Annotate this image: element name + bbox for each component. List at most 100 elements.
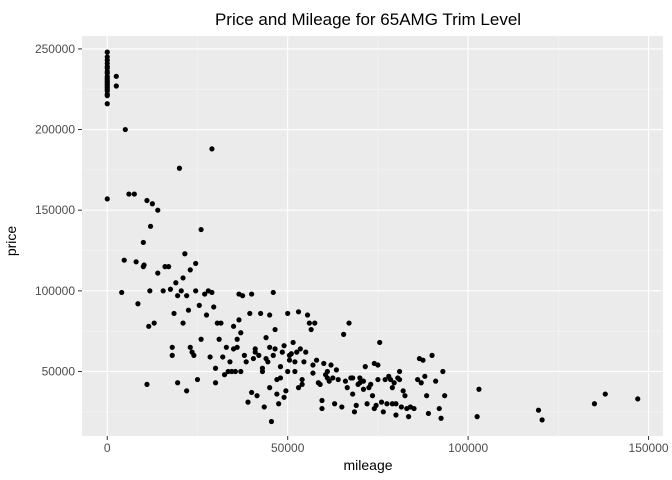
data-point — [339, 404, 345, 410]
data-point — [402, 393, 408, 399]
data-point — [319, 405, 325, 412]
data-point — [391, 380, 397, 386]
y-tick-label: 100000 — [35, 284, 75, 298]
data-point — [442, 393, 448, 399]
data-point — [324, 368, 330, 375]
data-point — [250, 355, 257, 362]
data-point — [261, 404, 267, 410]
data-point — [182, 251, 188, 257]
data-point — [294, 349, 300, 355]
data-point — [405, 414, 412, 420]
data-point — [635, 396, 641, 402]
data-point — [292, 368, 298, 375]
data-point — [281, 343, 287, 349]
data-point — [212, 365, 219, 371]
data-point — [306, 320, 312, 326]
data-point — [149, 201, 155, 207]
data-point — [259, 368, 266, 375]
data-point — [236, 317, 242, 323]
data-point — [238, 330, 244, 336]
data-point — [229, 368, 235, 375]
y-tick-label: 50000 — [42, 364, 76, 378]
data-point — [187, 267, 193, 273]
data-point — [288, 351, 294, 357]
data-point — [104, 101, 110, 107]
data-point — [193, 288, 199, 294]
data-point — [144, 381, 150, 387]
data-point — [335, 376, 341, 383]
data-point — [375, 376, 381, 383]
data-point — [198, 226, 204, 233]
data-point — [539, 417, 545, 423]
data-point — [591, 401, 598, 407]
data-point — [351, 409, 358, 415]
data-point — [196, 302, 202, 308]
data-point — [176, 165, 183, 171]
data-point — [216, 336, 222, 342]
data-point — [207, 354, 213, 360]
data-point — [346, 320, 352, 326]
data-point — [602, 391, 608, 397]
data-point — [267, 312, 273, 318]
data-point — [310, 370, 316, 376]
data-point — [267, 385, 273, 391]
data-point — [218, 320, 224, 326]
data-point — [360, 378, 367, 384]
data-point — [295, 309, 302, 315]
data-point — [151, 320, 157, 326]
data-point — [160, 288, 166, 294]
data-point — [147, 223, 154, 229]
data-point — [317, 381, 323, 387]
data-point — [277, 375, 284, 381]
data-point — [162, 264, 168, 270]
data-point — [155, 207, 161, 213]
data-point — [203, 312, 210, 318]
data-point — [245, 399, 251, 405]
data-point — [387, 376, 394, 383]
data-point — [326, 378, 332, 384]
data-point — [299, 381, 305, 387]
data-point — [535, 407, 542, 413]
data-point — [396, 376, 403, 383]
data-point — [169, 344, 175, 350]
data-point — [369, 393, 376, 399]
data-point — [254, 393, 260, 399]
data-point — [276, 401, 282, 407]
data-points — [104, 49, 641, 425]
data-point — [270, 289, 276, 296]
x-tick-label: 0 — [104, 441, 111, 455]
data-point — [301, 359, 307, 365]
data-point — [232, 368, 238, 375]
data-point — [252, 346, 258, 352]
data-point — [258, 310, 264, 317]
chart-title: Price and Mileage for 65AMG Trim Level — [215, 10, 521, 29]
data-point — [268, 418, 275, 425]
data-point — [263, 335, 269, 341]
data-point — [425, 410, 432, 417]
data-point — [209, 146, 215, 152]
data-point — [214, 320, 220, 326]
data-point — [342, 378, 349, 384]
data-point — [400, 388, 406, 394]
data-point — [131, 191, 137, 197]
data-point — [175, 380, 181, 386]
data-point — [247, 310, 253, 317]
data-point — [411, 405, 417, 412]
data-point — [321, 360, 327, 367]
data-point — [330, 375, 336, 381]
data-point — [166, 264, 172, 270]
data-point — [121, 257, 127, 263]
data-point — [389, 401, 395, 407]
data-point — [209, 289, 215, 296]
data-point — [393, 401, 399, 407]
data-point — [378, 399, 385, 405]
data-point — [299, 376, 305, 383]
data-point — [265, 359, 271, 365]
data-point — [180, 320, 186, 326]
data-point — [438, 415, 444, 421]
data-point — [212, 380, 219, 386]
data-point — [304, 312, 311, 318]
data-point — [249, 291, 255, 297]
data-point — [144, 197, 150, 204]
